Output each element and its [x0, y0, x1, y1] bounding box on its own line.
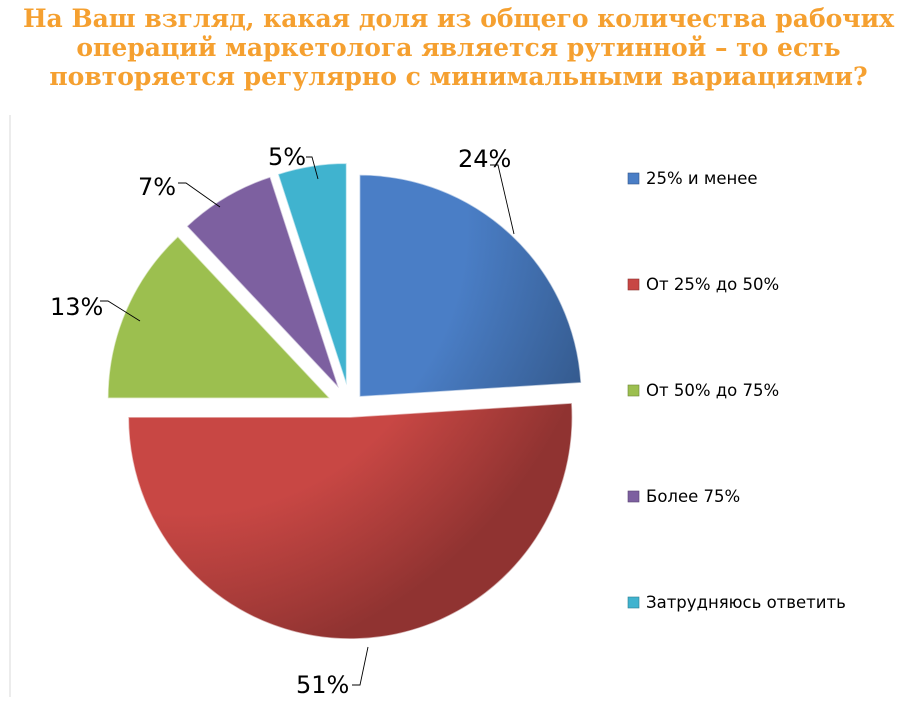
legend-label-2: От 25% до 50% — [646, 275, 779, 294]
legend-item-1: 25% и менее — [627, 169, 758, 188]
leader-line-2 — [352, 646, 369, 686]
slice-5 — [277, 162, 348, 386]
chart-title: На Ваш взгляд, какая доля из общего коли… — [0, 4, 917, 91]
legend-label-1: 25% и менее — [646, 169, 758, 188]
slice-4 — [185, 175, 340, 389]
legend-item-5: Затрудняюсь ответить — [627, 593, 846, 612]
data-label-4: 7% — [138, 173, 176, 201]
legend-item-4: Более 75% — [627, 487, 740, 506]
legend: 25% и менее От 25% до 50% От 50% до 75% Бол… — [627, 169, 846, 612]
slice-3 — [107, 235, 332, 400]
pie-slices — [107, 162, 582, 640]
leader-line-1 — [490, 164, 515, 235]
legend-swatch-3 — [627, 384, 640, 397]
pie-chart: 24% 51% 13% 7% 5% 25% и менее От 25% до 50% От… — [9, 115, 846, 699]
legend-swatch-2 — [627, 278, 640, 291]
data-label-3: 13% — [50, 293, 103, 321]
leader-line-3 — [100, 300, 141, 322]
data-label-5: 5% — [268, 143, 306, 171]
leader-lines — [100, 156, 515, 686]
legend-item-3: От 50% до 75% — [627, 381, 779, 400]
leader-line-5 — [306, 156, 319, 180]
legend-item-2: От 25% до 50% — [627, 275, 779, 294]
legend-swatch-5 — [627, 596, 640, 609]
chart-title-line-1: На Ваш взгляд, какая доля из общего коли… — [22, 4, 895, 33]
legend-label-5: Затрудняюсь ответить — [646, 593, 846, 612]
slice-2 — [127, 402, 574, 640]
data-labels: 24% 51% 13% 7% 5% — [50, 143, 511, 699]
chart-title-line-3: повторяется регулярно с минимальными вар… — [49, 62, 868, 91]
leader-line-4 — [178, 182, 221, 208]
legend-swatch-4 — [627, 490, 640, 503]
legend-swatch-1 — [627, 172, 640, 185]
slice-1 — [358, 174, 582, 398]
legend-label-4: Более 75% — [646, 487, 740, 506]
legend-label-3: От 50% до 75% — [646, 381, 779, 400]
data-label-2: 51% — [296, 671, 349, 699]
chart-title-line-2: операций маркетолога является рутинной –… — [76, 33, 841, 62]
chart-area: 24% 51% 13% 7% 5% 25% и менее От 25% до 50% От… — [0, 107, 917, 709]
data-label-1: 24% — [458, 145, 511, 173]
